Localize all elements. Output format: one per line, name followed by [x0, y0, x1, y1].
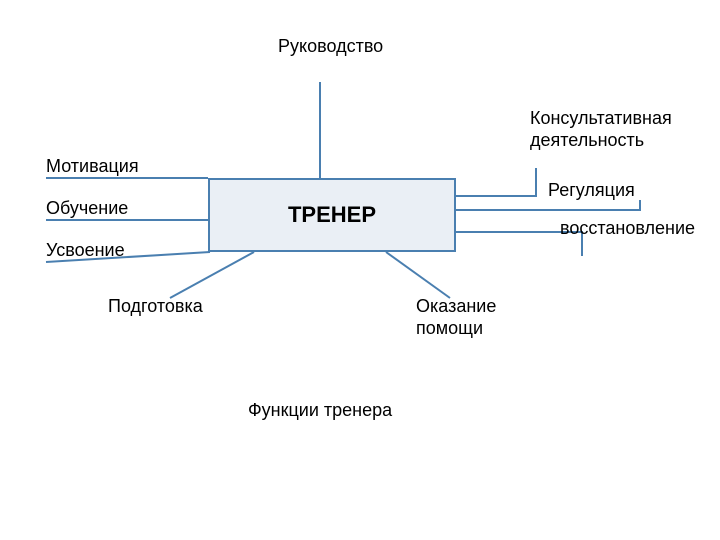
- node-regul: Регуляция: [548, 180, 668, 202]
- center-node-label: ТРЕНЕР: [288, 202, 376, 228]
- node-konsult: Консультативная деятельность: [530, 108, 700, 151]
- caption: Функции тренера: [248, 400, 468, 422]
- node-vosstan: восстановление: [560, 218, 720, 240]
- node-rukovodstvo: Руководство: [278, 36, 418, 58]
- node-usvoenie: Усвоение: [46, 240, 166, 262]
- node-okazanie: Оказание помощи: [416, 296, 546, 339]
- diagram-canvas: ТРЕНЕР Руководство Консультативная деяте…: [0, 0, 720, 540]
- center-node: ТРЕНЕР: [208, 178, 456, 252]
- node-motivatsiya: Мотивация: [46, 156, 166, 178]
- node-podgotovka: Подготовка: [108, 296, 238, 318]
- connector-layer: [0, 0, 720, 540]
- node-obuchenie: Обучение: [46, 198, 166, 220]
